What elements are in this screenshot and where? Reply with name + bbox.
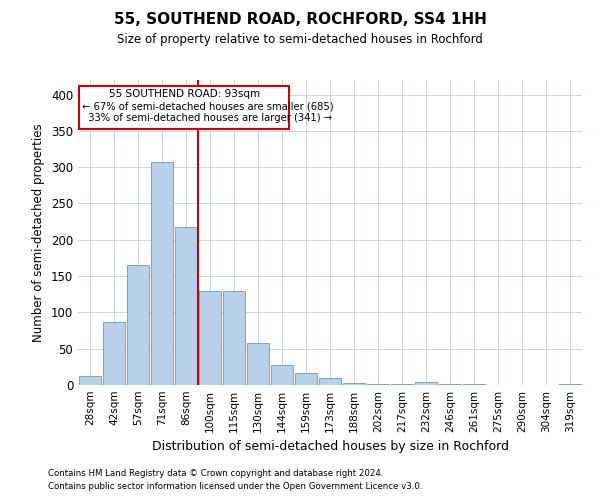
Bar bbox=[343, 383, 365, 385]
Text: 33% of semi-detached houses are larger (341) →: 33% of semi-detached houses are larger (… bbox=[82, 114, 332, 124]
Bar bbox=[199, 290, 221, 385]
Bar bbox=[319, 378, 341, 385]
Text: Contains public sector information licensed under the Open Government Licence v3: Contains public sector information licen… bbox=[48, 482, 422, 491]
Text: 55 SOUTHEND ROAD: 93sqm: 55 SOUTHEND ROAD: 93sqm bbox=[109, 89, 260, 99]
Text: ← 67% of semi-detached houses are smaller (685): ← 67% of semi-detached houses are smalle… bbox=[82, 101, 334, 111]
Bar bbox=[103, 322, 125, 385]
Bar bbox=[223, 290, 245, 385]
Bar bbox=[367, 384, 389, 385]
Bar bbox=[415, 382, 437, 385]
FancyBboxPatch shape bbox=[79, 86, 289, 128]
Bar bbox=[463, 384, 485, 385]
Y-axis label: Number of semi-detached properties: Number of semi-detached properties bbox=[32, 123, 46, 342]
Bar bbox=[79, 376, 101, 385]
Text: 55, SOUTHEND ROAD, ROCHFORD, SS4 1HH: 55, SOUTHEND ROAD, ROCHFORD, SS4 1HH bbox=[113, 12, 487, 28]
Bar bbox=[559, 384, 581, 385]
X-axis label: Distribution of semi-detached houses by size in Rochford: Distribution of semi-detached houses by … bbox=[151, 440, 509, 454]
Bar bbox=[127, 265, 149, 385]
Bar bbox=[151, 162, 173, 385]
Text: Size of property relative to semi-detached houses in Rochford: Size of property relative to semi-detach… bbox=[117, 32, 483, 46]
Bar bbox=[247, 343, 269, 385]
Bar bbox=[295, 372, 317, 385]
Text: Contains HM Land Registry data © Crown copyright and database right 2024.: Contains HM Land Registry data © Crown c… bbox=[48, 468, 383, 477]
Bar bbox=[271, 366, 293, 385]
Bar bbox=[391, 384, 413, 385]
Bar bbox=[439, 384, 461, 385]
Bar bbox=[175, 228, 197, 385]
